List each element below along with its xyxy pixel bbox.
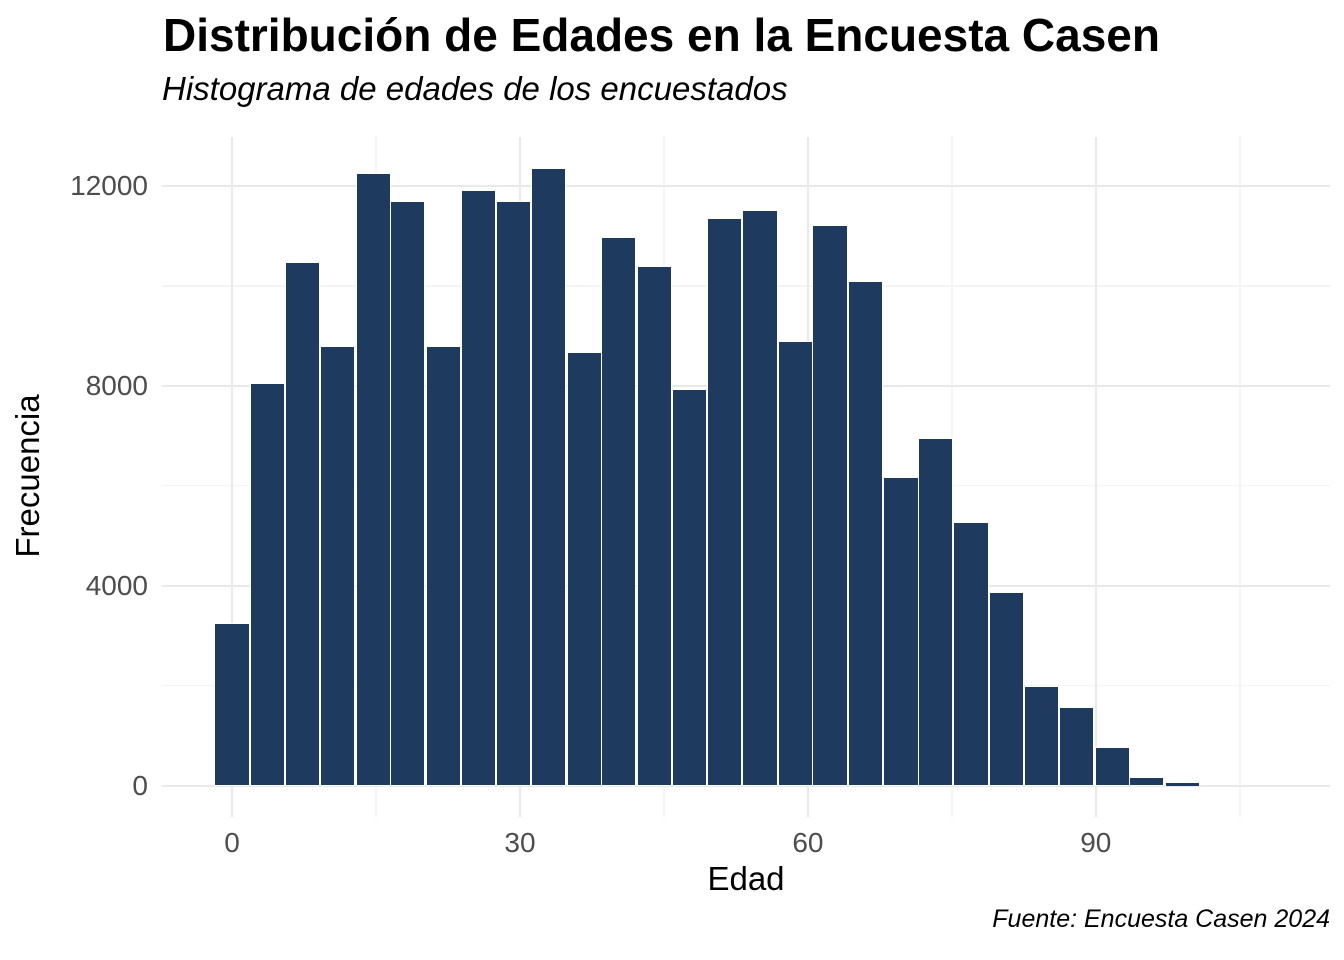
histogram-bar (284, 261, 320, 786)
chart-title: Distribución de Edades en la Encuesta Ca… (163, 9, 1160, 61)
histogram-bar (1164, 783, 1200, 786)
grid-minor-x (1239, 137, 1241, 817)
histogram-bar (214, 622, 250, 786)
histogram-bar (672, 389, 708, 786)
histogram-bar (988, 591, 1025, 786)
histogram-bar (636, 265, 672, 786)
histogram-bar (495, 200, 531, 786)
y-tick-label: 4000 (85, 569, 148, 601)
histogram-bar (1129, 777, 1165, 786)
histogram-bar (883, 477, 919, 786)
y-tick-label: 12000 (70, 169, 148, 201)
histogram-bar (390, 200, 426, 786)
histogram-bar (1023, 686, 1059, 786)
histogram-bar (531, 167, 567, 786)
histogram-bar (249, 383, 286, 786)
histogram-bar (812, 224, 848, 786)
x-axis-title: Edad (707, 860, 785, 897)
histogram-bar (601, 237, 637, 786)
grid-major-x (231, 137, 234, 817)
x-tick-label: 90 (1080, 827, 1112, 858)
x-tick-label: 60 (792, 827, 824, 858)
histogram-bar (1059, 706, 1095, 786)
y-tick-label: 0 (132, 769, 148, 801)
histogram-bar (1094, 746, 1130, 786)
chart-caption: Fuente: Encuesta Casen 2024 (992, 905, 1330, 933)
histogram-bar (917, 438, 954, 786)
chart-subtitle: Histograma de edades de los encuestados (162, 70, 788, 107)
x-tick-label: 0 (224, 827, 240, 858)
histogram-bar (425, 345, 461, 786)
x-tick-label: 30 (504, 827, 536, 858)
histogram-bar (320, 345, 356, 786)
histogram-bar (777, 340, 814, 786)
plot-panel (162, 137, 1330, 817)
histogram-bar (847, 281, 884, 786)
histogram-bar (742, 210, 778, 786)
histogram-bar (355, 172, 391, 786)
histogram-bar (461, 189, 497, 786)
y-axis-title: Frecuencia (9, 394, 46, 558)
y-tick-label: 8000 (85, 369, 148, 401)
grid-major-y (162, 784, 1330, 787)
grid-major-y (162, 184, 1330, 187)
histogram-bar (566, 352, 602, 786)
histogram-bar (706, 218, 742, 786)
grid-major-x (1094, 137, 1097, 817)
histogram-bar (953, 521, 989, 786)
